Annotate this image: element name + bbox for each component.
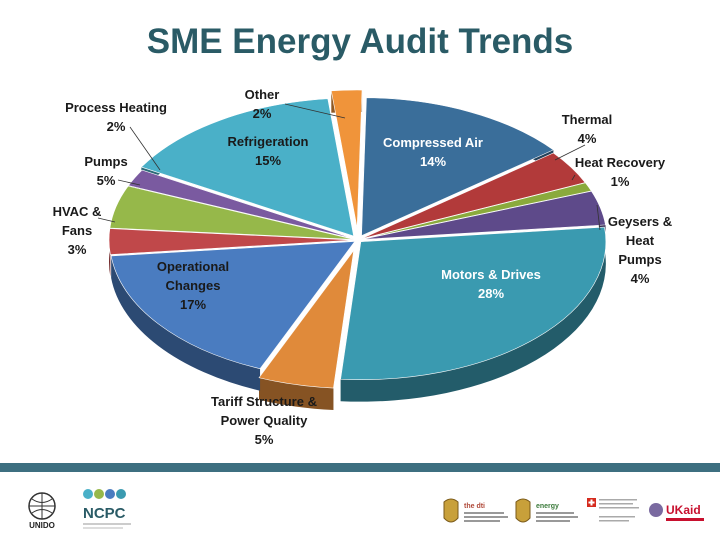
slice-refrigeration xyxy=(140,98,355,237)
slice-other xyxy=(330,89,363,229)
label-hvac-pct: 3% xyxy=(68,242,87,257)
label-compressed-air-name: Compressed Air xyxy=(383,135,483,150)
label-hvac-line1: HVAC & xyxy=(53,204,102,219)
label-operational-line1: Operational xyxy=(157,259,229,274)
label-process-heating-pct: 2% xyxy=(107,119,126,134)
sponsor-logo-row: UNIDO NCPC the dti energy xyxy=(0,478,720,538)
label-hvac-line2: Fans xyxy=(62,223,92,238)
leader-other xyxy=(284,103,346,119)
unido-text: UNIDO xyxy=(29,521,55,530)
slice-pumps xyxy=(109,185,355,240)
label-geysers-line3: Pumps xyxy=(618,252,661,267)
unido-logo: UNIDO xyxy=(22,490,62,530)
label-thermal-pct: 4% xyxy=(578,131,597,146)
slice-compressed-air xyxy=(361,97,555,237)
leader-thermal xyxy=(554,144,586,161)
label-pumps-pct: 5% xyxy=(97,173,116,188)
slice-hvac-and-fans xyxy=(108,228,355,255)
ncpc-emblem-icon: NCPC xyxy=(83,489,131,529)
swiss-cross-icon xyxy=(587,498,639,522)
ukaid-text: UKaid xyxy=(666,503,701,517)
label-operational-pct: 17% xyxy=(180,297,206,312)
ukaid-logo: UKaid xyxy=(648,498,708,530)
slice-thermal xyxy=(361,152,586,240)
slide-title: SME Energy Audit Trends xyxy=(146,22,574,61)
slice-operational-changes xyxy=(110,241,356,370)
pie-slices xyxy=(108,89,607,389)
leader-geysers xyxy=(596,204,601,231)
label-other-name: Other xyxy=(245,87,280,102)
label-tariff-line2: Power Quality xyxy=(221,413,308,428)
slice-motors-and-drives xyxy=(340,226,607,380)
ncpc-logo: NCPC xyxy=(80,486,135,532)
dti-logo: the dti xyxy=(440,496,515,530)
label-tariff-pct: 5% xyxy=(255,432,274,447)
label-motors-pct: 28% xyxy=(478,286,504,301)
label-thermal-name: Thermal xyxy=(562,112,613,127)
energy-text: energy xyxy=(536,503,559,510)
label-process-heating-name: Process Heating xyxy=(65,100,167,115)
swiss-confederation-logo xyxy=(585,496,643,532)
footer-divider-bar xyxy=(0,463,720,472)
dti-emblem-icon: the dti xyxy=(443,498,508,523)
slice-tariff-structure-and-power-quality xyxy=(258,250,355,389)
leader-lines xyxy=(97,103,601,231)
ukaid-emblem-icon: UKaid xyxy=(649,503,704,521)
leader-process-heating xyxy=(129,126,161,171)
slice-geysers-and-heat-pumps xyxy=(361,190,606,240)
label-heat-recovery-name: Heat Recovery xyxy=(575,155,666,170)
label-operational-line2: Changes xyxy=(166,278,221,293)
energy-dept-logo: energy xyxy=(512,496,582,530)
label-motors-name: Motors & Drives xyxy=(441,267,541,282)
dti-text: the dti xyxy=(464,503,485,510)
ncpc-text: NCPC xyxy=(83,505,126,522)
label-compressed-air-pct: 14% xyxy=(420,154,446,169)
label-tariff-line1: Tariff Structure & xyxy=(211,394,317,409)
slice-heat-recovery xyxy=(361,182,592,240)
unido-emblem-icon: UNIDO xyxy=(28,492,56,530)
label-geysers-pct: 4% xyxy=(631,271,650,286)
label-geysers-line2: Heat xyxy=(626,233,655,248)
leader-hvac xyxy=(97,217,116,223)
leader-heat-recovery xyxy=(571,174,576,181)
pie-chart: Compressed Air 14% Thermal 4% Heat Recov… xyxy=(53,87,673,447)
label-geysers-line1: Geysers & xyxy=(608,214,672,229)
label-other-pct: 2% xyxy=(253,106,272,121)
energy-emblem-icon: energy xyxy=(515,498,578,523)
slice-process-heating xyxy=(127,169,355,240)
label-refrigeration-name: Refrigeration xyxy=(228,134,309,149)
label-heat-recovery-pct: 1% xyxy=(611,174,630,189)
label-pumps-name: Pumps xyxy=(84,154,127,169)
label-refrigeration-pct: 15% xyxy=(255,153,281,168)
leader-pumps xyxy=(117,179,141,186)
